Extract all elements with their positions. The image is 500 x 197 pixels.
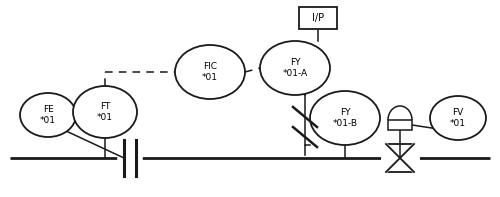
Text: FIC
*01: FIC *01 <box>202 62 218 82</box>
Bar <box>388 120 412 130</box>
Text: FE
*01: FE *01 <box>40 105 56 125</box>
Text: FY
*01-B: FY *01-B <box>332 108 357 128</box>
Text: FT
*01: FT *01 <box>97 102 113 122</box>
Text: FY
*01-A: FY *01-A <box>282 58 308 78</box>
FancyBboxPatch shape <box>299 7 337 29</box>
Text: I/P: I/P <box>312 13 324 23</box>
Ellipse shape <box>73 86 137 138</box>
Ellipse shape <box>20 93 76 137</box>
Ellipse shape <box>260 41 330 95</box>
Ellipse shape <box>175 45 245 99</box>
Text: FV
*01: FV *01 <box>450 108 466 128</box>
Ellipse shape <box>310 91 380 145</box>
Ellipse shape <box>430 96 486 140</box>
